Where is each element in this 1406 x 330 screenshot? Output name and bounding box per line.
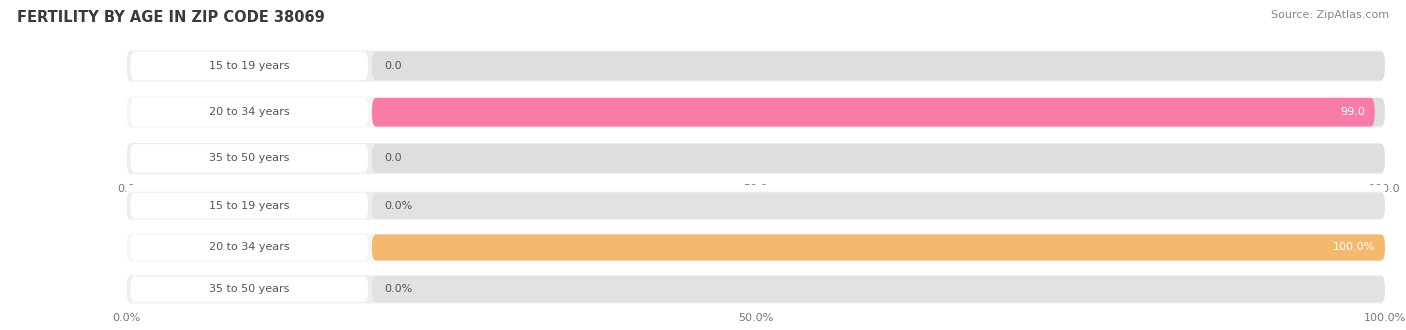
Text: 15 to 19 years: 15 to 19 years <box>209 201 290 211</box>
FancyBboxPatch shape <box>127 50 1385 82</box>
FancyBboxPatch shape <box>127 97 1385 128</box>
FancyBboxPatch shape <box>373 193 1385 219</box>
FancyBboxPatch shape <box>373 98 1385 126</box>
Text: 35 to 50 years: 35 to 50 years <box>209 153 290 163</box>
FancyBboxPatch shape <box>131 52 368 80</box>
FancyBboxPatch shape <box>127 192 1385 220</box>
FancyBboxPatch shape <box>127 275 1385 303</box>
Text: 20 to 34 years: 20 to 34 years <box>209 243 290 252</box>
Text: Source: ZipAtlas.com: Source: ZipAtlas.com <box>1271 10 1389 20</box>
Text: 99.0: 99.0 <box>1340 107 1365 117</box>
Text: FERTILITY BY AGE IN ZIP CODE 38069: FERTILITY BY AGE IN ZIP CODE 38069 <box>17 10 325 25</box>
FancyBboxPatch shape <box>131 235 368 260</box>
FancyBboxPatch shape <box>127 143 1385 174</box>
Text: 0.0: 0.0 <box>384 153 402 163</box>
FancyBboxPatch shape <box>373 276 1385 302</box>
Text: 0.0: 0.0 <box>384 61 402 71</box>
Text: 0.0%: 0.0% <box>384 284 413 294</box>
FancyBboxPatch shape <box>131 144 368 173</box>
Text: 100.0%: 100.0% <box>1333 243 1375 252</box>
Text: 35 to 50 years: 35 to 50 years <box>209 284 290 294</box>
Text: 20 to 34 years: 20 to 34 years <box>209 107 290 117</box>
Text: 0.0%: 0.0% <box>384 201 413 211</box>
FancyBboxPatch shape <box>131 276 368 302</box>
FancyBboxPatch shape <box>131 193 368 219</box>
FancyBboxPatch shape <box>373 144 1385 173</box>
FancyBboxPatch shape <box>131 98 368 126</box>
FancyBboxPatch shape <box>373 52 1385 80</box>
FancyBboxPatch shape <box>373 235 1385 260</box>
FancyBboxPatch shape <box>373 98 1375 126</box>
Text: 15 to 19 years: 15 to 19 years <box>209 61 290 71</box>
FancyBboxPatch shape <box>373 235 1385 260</box>
FancyBboxPatch shape <box>127 234 1385 261</box>
